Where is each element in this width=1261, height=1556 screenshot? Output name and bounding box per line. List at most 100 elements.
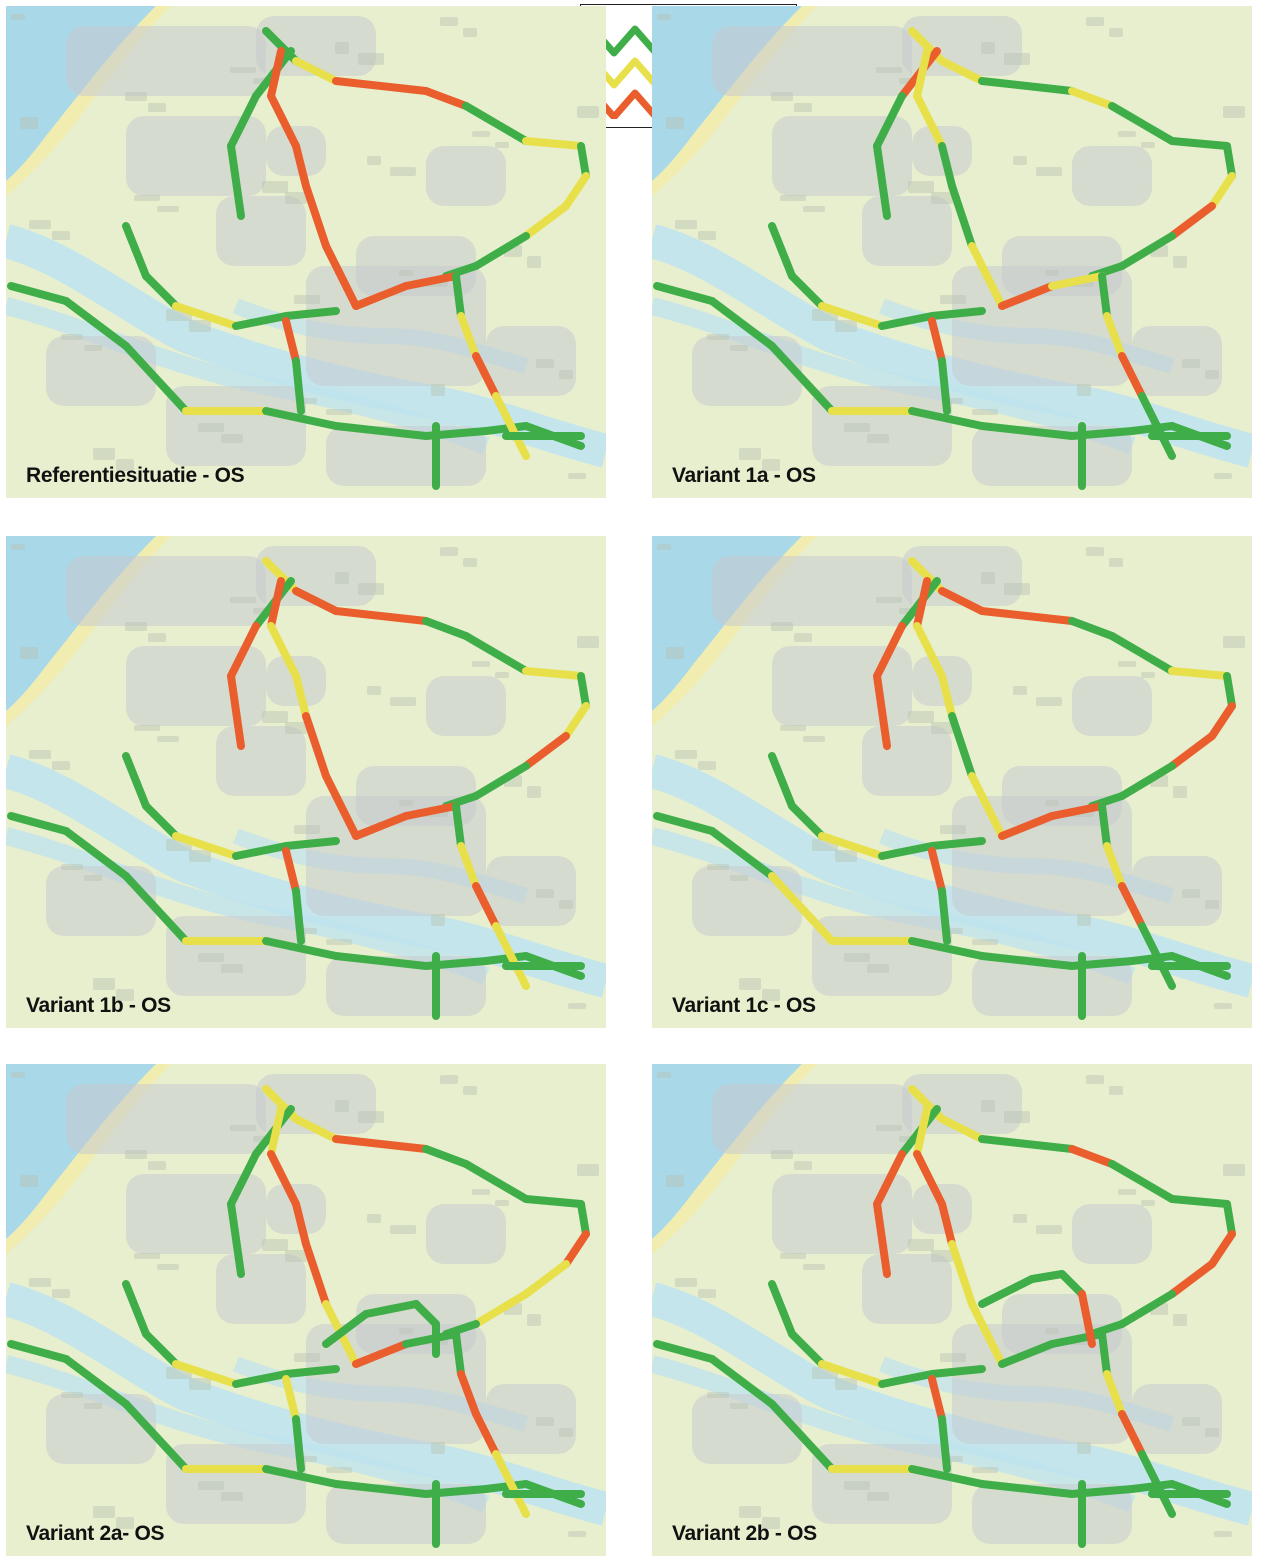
river-branch [6, 297, 490, 455]
road-segment [708, 827, 776, 880]
district-patch [666, 117, 684, 129]
road-segment [292, 672, 310, 720]
district-patch [949, 928, 963, 934]
district-patch [93, 1506, 115, 1518]
road-segment [457, 842, 480, 890]
district-patch [1205, 900, 1219, 909]
district-patch [20, 647, 38, 659]
urban-area [486, 1384, 576, 1454]
motorway [913, 47, 1006, 310]
district-patch [794, 633, 812, 642]
district-patch [495, 1200, 509, 1206]
road-segment [402, 272, 460, 290]
road-segment [402, 802, 460, 820]
road-segment [1068, 617, 1116, 640]
road-segment [142, 272, 180, 310]
district-patch [390, 1225, 416, 1234]
road-segment [472, 232, 530, 270]
district-patch [390, 697, 416, 706]
road-segment [122, 342, 190, 415]
road-segment [422, 1145, 470, 1168]
road-segment [878, 312, 936, 330]
district-patch [1045, 1328, 1059, 1334]
district-patch [358, 1111, 384, 1123]
road-segment [282, 837, 340, 850]
road-segment [282, 307, 340, 320]
urban-area [712, 556, 912, 626]
district-patch [285, 1250, 307, 1262]
urban-area [1132, 1384, 1222, 1454]
road-segment [708, 297, 776, 350]
motorway [267, 47, 360, 310]
road-segment [1108, 1160, 1176, 1203]
road-segment [978, 952, 1076, 970]
motorway [352, 802, 460, 840]
road-segment [292, 57, 340, 85]
road-segment [818, 832, 886, 860]
district-patch [657, 14, 671, 20]
district-patch [1182, 359, 1200, 368]
road-segment [142, 1330, 180, 1368]
district-patch [285, 192, 307, 204]
road-segment [653, 1340, 716, 1363]
road-segment [267, 577, 285, 630]
urban-area [166, 916, 306, 996]
district-patch [29, 220, 51, 229]
road-segment [232, 312, 290, 330]
district-patch [931, 722, 953, 734]
urban-area [1132, 856, 1222, 926]
road-segment [948, 712, 976, 780]
district-patch [11, 1072, 25, 1078]
road-segment [472, 1290, 530, 1328]
road-segment [322, 242, 360, 310]
road-segment [1068, 87, 1116, 110]
motorway [768, 222, 986, 330]
district-patch [52, 1289, 70, 1298]
district-patch [221, 434, 243, 443]
district-patch [1036, 697, 1062, 706]
district-patch [472, 131, 490, 137]
road-segment [1048, 272, 1106, 290]
road-segment [653, 812, 716, 835]
motorway [282, 317, 305, 415]
district-patch [230, 67, 256, 73]
motorway [913, 1105, 1006, 1368]
motorway [122, 1280, 340, 1388]
road-segment [62, 1355, 130, 1408]
map-canvas [6, 1064, 606, 1556]
motorway [653, 1340, 1231, 1508]
road-segment [1168, 1195, 1231, 1208]
district-patch [844, 953, 870, 962]
road-segment [577, 142, 590, 180]
district-patch [1141, 142, 1155, 148]
road-segment [908, 1465, 986, 1488]
district-patch [221, 1492, 243, 1501]
district-patch [835, 850, 857, 862]
motorway [452, 802, 530, 990]
road-segment [472, 1410, 500, 1458]
urban-area [712, 1084, 912, 1154]
district-patch [657, 544, 671, 550]
district-patch [294, 295, 320, 304]
road-segment [968, 242, 1006, 310]
motorway [452, 1330, 530, 1518]
road-segment [62, 827, 130, 880]
river-branch [652, 297, 1136, 455]
district-patch [390, 167, 416, 176]
district-patch [568, 1531, 586, 1537]
road-segment [928, 837, 986, 850]
district-patch [657, 1072, 671, 1078]
road-segment [1138, 392, 1176, 460]
road-segment [62, 297, 130, 350]
district-patch [198, 423, 224, 432]
urban-area [486, 856, 576, 926]
district-patch [463, 558, 477, 567]
district-patch [771, 1150, 793, 1159]
district-patch [358, 583, 384, 595]
road-segment [873, 672, 891, 750]
road-segment [292, 1415, 305, 1473]
district-patch [707, 1392, 729, 1398]
road-segment [262, 937, 340, 960]
road-segment [522, 1195, 585, 1208]
road-segment [282, 317, 300, 365]
